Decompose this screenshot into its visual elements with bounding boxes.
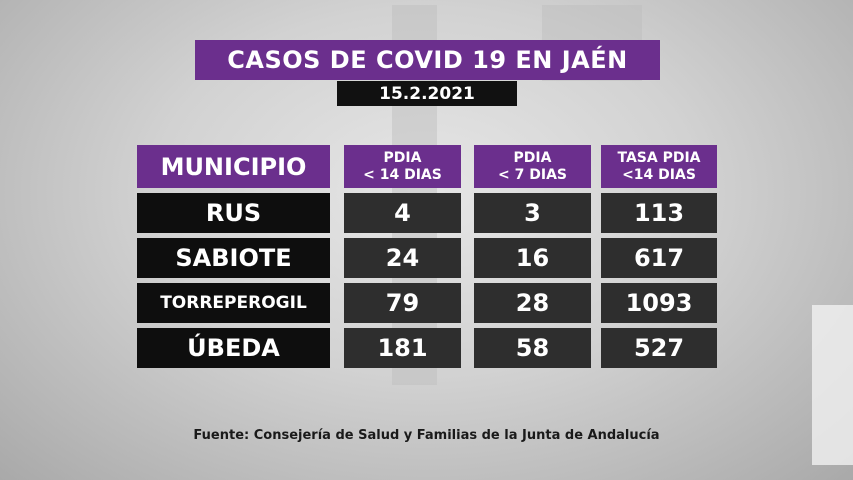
header-pdia-14-line1: PDIA (383, 149, 422, 166)
header-pdia-14-line2: < 14 DIAS (363, 166, 442, 183)
header-pdia-14: PDIA < 14 DIAS (344, 145, 461, 188)
table-row-tasa: 617 (601, 238, 717, 278)
table-row-municipio: TORREPEROGIL (137, 283, 330, 323)
header-municipio: MUNICIPIO (137, 145, 330, 188)
header-pdia-7-line2: < 7 DIAS (498, 166, 567, 183)
table-row-municipio: SABIOTE (137, 238, 330, 278)
table-row-municipio: RUS (137, 193, 330, 233)
page-title: CASOS DE COVID 19 EN JAÉN (195, 40, 660, 80)
table-row-pdia14: 79 (344, 283, 461, 323)
table-row-pdia7: 28 (474, 283, 591, 323)
header-tasa-line1: TASA PDIA (617, 149, 701, 166)
table-row-tasa: 527 (601, 328, 717, 368)
background-bar (812, 305, 853, 465)
table-row-pdia14: 24 (344, 238, 461, 278)
header-pdia-7-line1: PDIA (513, 149, 552, 166)
table-row-pdia14: 4 (344, 193, 461, 233)
table-row-municipio: ÚBEDA (137, 328, 330, 368)
source-caption: Fuente: Consejería de Salud y Familias d… (193, 428, 660, 443)
header-tasa-line2: <14 DIAS (622, 166, 696, 183)
table-row-tasa: 1093 (601, 283, 717, 323)
table-row-pdia7: 3 (474, 193, 591, 233)
header-pdia-7: PDIA < 7 DIAS (474, 145, 591, 188)
date-label: 15.2.2021 (337, 81, 517, 106)
table-row-pdia14: 181 (344, 328, 461, 368)
table-row-tasa: 113 (601, 193, 717, 233)
header-tasa-pdia: TASA PDIA <14 DIAS (601, 145, 717, 188)
table-row-pdia7: 58 (474, 328, 591, 368)
table-row-pdia7: 16 (474, 238, 591, 278)
